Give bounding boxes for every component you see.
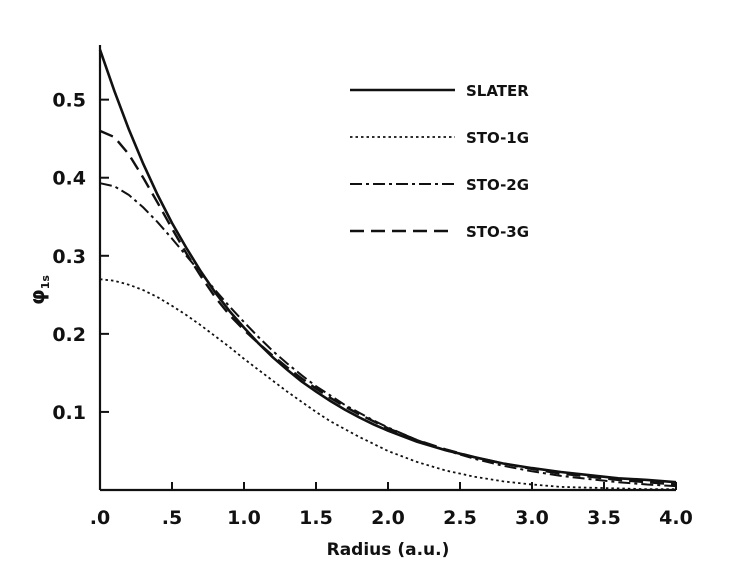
- x-tick-label: 1.0: [227, 507, 261, 529]
- x-tick-label: .5: [162, 507, 182, 529]
- y-axis-title: φ1s: [25, 275, 52, 305]
- y-tick-label: 0.5: [52, 90, 86, 112]
- ticks: .0 .5 1.0 1.5 2.0 2.5 3.0 3.5 4.0 0.1 0.2 0.3 0.4 0.5: [52, 90, 693, 529]
- x-tick-label: 2.0: [371, 507, 405, 529]
- x-tick-label: 1.5: [299, 507, 333, 529]
- legend-label: STO-1G: [466, 129, 529, 147]
- series-line-sto-2g: [99, 182, 677, 488]
- x-tick-label: 3.5: [587, 507, 621, 529]
- y-tick-label: 0.2: [52, 324, 86, 346]
- x-tick-label: 2.5: [443, 507, 477, 529]
- axes: [98, 45, 676, 492]
- legend: SLATER STO-1G STO-2G STO-3G: [350, 82, 529, 241]
- x-tick-label: 4.0: [659, 507, 693, 529]
- series-line-sto-1g: [99, 278, 676, 491]
- y-axis-title-sub: 1s: [39, 275, 52, 290]
- x-tick-label: 3.0: [515, 507, 549, 529]
- series-group: [98, 49, 677, 491]
- legend-label: STO-2G: [466, 176, 529, 194]
- x-axis-title: Radius (a.u.): [327, 540, 450, 560]
- x-tick-label: .0: [90, 507, 110, 529]
- y-axis-title-main: φ: [25, 289, 49, 305]
- legend-label: STO-3G: [466, 223, 529, 241]
- y-tick-label: 0.4: [52, 168, 86, 190]
- series-line-sto-3g: [99, 129, 677, 486]
- y-tick-label: 0.1: [52, 402, 86, 424]
- svg-text:φ1s: φ1s: [25, 275, 52, 305]
- legend-label: SLATER: [466, 82, 529, 100]
- series-line-slater: [98, 49, 677, 484]
- y-tick-label: 0.3: [52, 246, 86, 268]
